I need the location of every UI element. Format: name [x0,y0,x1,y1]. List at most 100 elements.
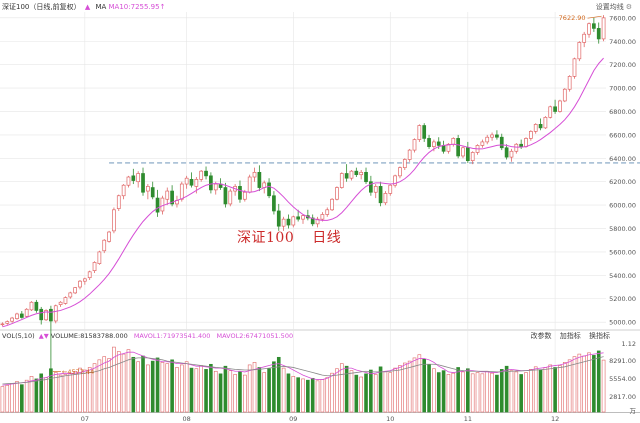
volume-bar [92,363,97,413]
volume-bar [582,355,586,413]
volume-bar [243,374,247,413]
mavol5-line [2,351,604,386]
volume-tick-label: 2817.00 [609,393,636,401]
switch-indicator-button[interactable]: 换指标 [589,332,610,340]
candle-body [422,125,427,139]
volume-bar [407,360,412,413]
add-indicator-button[interactable]: 加指标 [559,332,581,340]
volume-bar [291,376,296,413]
volume-tick-label: 8291.00 [609,357,636,365]
volume-bar [509,370,514,413]
candle-body [136,173,141,183]
price-tick-label: 6600.00 [609,131,636,139]
price-tick-label: 7200.00 [609,61,636,69]
candle-body [194,179,199,187]
candle-body [160,197,165,212]
volume-bar [175,367,179,413]
volume-bar [257,367,262,413]
volume-bar [252,362,257,413]
candle-body [315,218,320,225]
candle-body [92,262,97,272]
volume-bar [577,353,582,413]
change-params-button[interactable]: 改参数 [530,332,552,340]
set-ma-label: 设置均线 [595,3,624,11]
candle-body [184,177,189,185]
volume-bar [364,373,368,413]
volume-bar [107,358,111,413]
candle-body [378,186,383,204]
candle-body [5,321,10,324]
time-tick-label: 07 [81,415,89,423]
candle-body [485,136,490,143]
volume-toggle-icon[interactable]: ▲▼ [38,332,49,340]
volume-bar [160,362,165,413]
gear-icon[interactable]: ⚙ [625,3,632,11]
price-tick-label: 5600.00 [609,248,636,256]
candle-body [495,134,499,138]
volume-bar [562,362,567,413]
volume-bar [393,367,397,413]
set-ma-button[interactable]: 设置均线 ⚙ [596,2,632,12]
volume-bar [306,379,310,413]
candle-body [490,134,494,138]
candle-body [49,308,53,322]
candle-body [538,124,543,129]
volume-bar [359,376,363,413]
volume-bar [179,364,184,413]
volume-bar [141,355,145,413]
candle-body [252,171,257,178]
candle-body [412,139,417,151]
candle-body [480,141,485,146]
volume-bar [53,372,58,413]
volume-bar [388,372,393,413]
volume-bar [383,370,388,413]
volume-bar [218,373,223,413]
candle-body [301,215,305,220]
volume-bar [223,365,228,413]
volume-bar [5,384,10,413]
volume-bar [170,359,174,413]
volume-bar [213,370,218,413]
volume-bar [441,370,446,413]
time-tick-label: 11 [464,415,472,423]
candle-body [393,175,397,186]
high-price-label: 7622.90 [559,14,586,22]
candle-body [601,17,606,40]
candle-body [514,143,519,152]
candle-body [524,138,528,147]
volume-bar [480,373,485,413]
volume-bar [504,365,509,413]
price-tick-label: 5200.00 [609,295,636,303]
volume-bar [369,369,373,413]
low-price-label: ←4577.44 [62,368,94,376]
candle-body [141,173,145,193]
candle-body [330,198,334,211]
price-tick-label: 7400.00 [609,38,636,46]
candle-body [572,58,577,77]
volume-bar [136,361,140,413]
volume-bar [349,370,354,413]
legend-toggle-icon[interactable]: ▲ [84,3,91,11]
candle-body [427,138,431,147]
volume-bar [373,374,378,413]
price-legend: 深证100（日线,前复权） ▲ MA MA10:7255.95↑ [2,2,165,12]
candle-body [470,152,475,161]
volume-bar [29,376,34,413]
volume-bar [315,380,320,413]
volume-bar [339,363,344,413]
candle-body [354,170,359,176]
price-tick-label: 5400.00 [609,272,636,280]
price-tick-label: 6200.00 [609,178,636,186]
volume-tick-label: 万 [630,407,637,415]
candle-body [179,183,184,200]
candle-body [131,175,136,181]
volume-bar [83,369,87,413]
candle-body [499,136,504,149]
volume-bar [533,366,538,413]
candle-body [519,143,524,147]
candle-body [257,171,262,188]
candle-body [121,184,126,197]
chart-watermark: 深证100 日线 [237,227,341,247]
mavol10-line [2,356,604,385]
